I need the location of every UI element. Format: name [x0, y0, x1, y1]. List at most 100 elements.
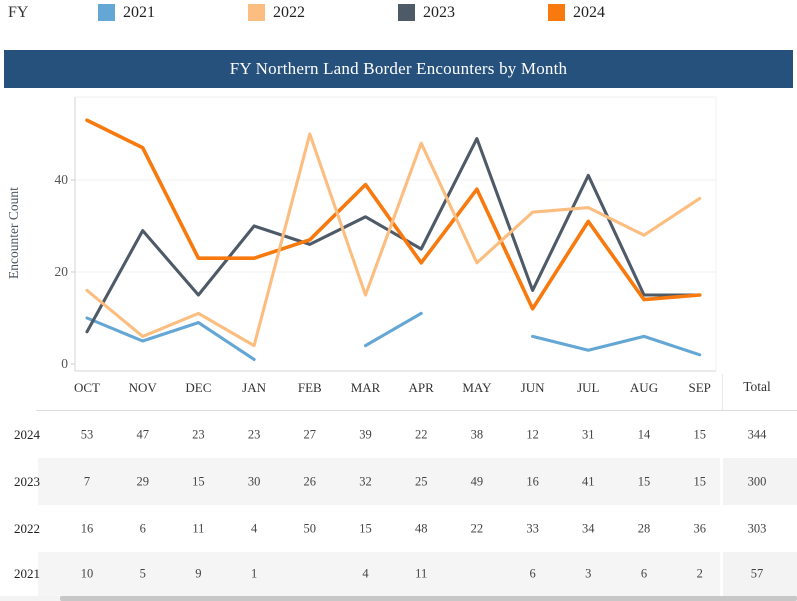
series-line-2022: [85, 132, 702, 348]
table-cell-2022-oct: 16: [80, 521, 94, 535]
table-cell-2022-nov: 6: [139, 521, 146, 535]
series-line-2023: [85, 137, 702, 334]
table-cell-2024-oct: 53: [80, 427, 94, 441]
table-cell-2024-sep: 15: [693, 427, 706, 441]
legend-swatch-icon: [98, 4, 115, 21]
table-cell-2022-jan: 4: [250, 521, 258, 535]
table-cell-2022-dec: 11: [192, 521, 205, 535]
table-cell-2022-may: 22: [470, 521, 484, 535]
table-cell-2023-dec: 15: [192, 474, 205, 488]
row-total-stripe: [723, 552, 797, 596]
legend-swatch-icon: [548, 4, 565, 21]
table-cell-2022-apr: 48: [414, 521, 428, 535]
table-cell-2023-may: 49: [470, 474, 484, 488]
y-tick-label-40: 40: [54, 172, 69, 187]
total-column-separator: [722, 374, 723, 410]
table-cell-2021-jan: 1: [250, 566, 258, 581]
table-cell-2022-total: 303: [747, 521, 767, 535]
table-cell-2024-jun: 12: [526, 427, 539, 441]
table-cell-2024-feb: 27: [303, 427, 317, 441]
series-line-2021: [531, 334, 702, 357]
table-cell-2023-jan: 30: [247, 474, 261, 488]
legend-item-label: 2022: [273, 4, 305, 21]
table-cell-2023-jun: 16: [526, 474, 539, 488]
table-row-2022: 2022 16 6 11 4 50 15 48 22 33 34 28 36 303: [0, 505, 797, 552]
table-cell-2021-total: 57: [750, 566, 764, 581]
x-tick-label-sep: SEP: [688, 380, 711, 395]
x-tick-label-feb: FEB: [297, 380, 322, 395]
legend-item-label: 2024: [573, 4, 605, 21]
row-stripe: [38, 458, 720, 505]
table-cell-2024-dec: 23: [192, 427, 205, 441]
table-cell-2022-jul: 34: [582, 521, 595, 535]
scrollbar-thumb[interactable]: [60, 596, 797, 601]
table-cell-2023-mar: 32: [359, 474, 372, 488]
table-row-2023: 2023 7 29 15 30 26 32 25 49 16 41 15 15 300: [0, 458, 797, 505]
table-cell-2023-total: 300: [747, 474, 767, 488]
legend-swatch-icon: [398, 4, 415, 21]
legend-item-label: 2021: [123, 4, 155, 21]
row-stripe: [38, 552, 720, 596]
table-row-2024: 2024 53 47 23 23 27 39 22 38 12 31 14 15 344: [0, 411, 797, 458]
legend-title: FY: [8, 4, 29, 21]
x-tick-label-mar: MAR: [350, 380, 381, 395]
row-year-label: 2021: [14, 566, 40, 581]
table-cell-2021-jul: 3: [585, 566, 592, 581]
row-year-label: 2023: [14, 473, 40, 489]
chart-title-bar: FY Northern Land Border Encounters by Mo…: [4, 50, 793, 88]
x-tick-label-nov: NOV: [128, 380, 157, 395]
y-axis-title: Encounter Count: [6, 187, 21, 279]
x-tick-label-jan: JAN: [242, 380, 267, 395]
table-cell-2023-feb: 26: [303, 474, 317, 488]
total-column-header: Total: [743, 379, 771, 394]
row-year-label: 2024: [14, 426, 40, 442]
table-cell-2021-sep: 2: [696, 566, 703, 581]
table-cell-2021-aug: 6: [640, 566, 648, 581]
chart-title: FY Northern Land Border Encounters by Mo…: [229, 59, 568, 78]
table-row-2021: 2021 10 5 9 1 4 11 6 3 6 2 57: [0, 552, 797, 596]
table-cell-2024-jan: 23: [247, 427, 261, 441]
series-line-2021: [85, 316, 256, 361]
table-cell-2021-oct: 10: [80, 566, 94, 581]
y-tick-label-0: 0: [61, 356, 68, 371]
x-tick-label-apr: APR: [408, 380, 434, 395]
row-year-label: 2022: [14, 520, 40, 536]
table-cell-2023-jul: 41: [582, 474, 595, 488]
table-cell-2022-sep: 36: [693, 521, 706, 535]
line-chart: Encounter Count 0 20 40 OCT NOV DEC JAN FEB MAR A…: [0, 90, 797, 410]
table-cell-2023-aug: 15: [637, 474, 651, 488]
table-cell-2021-nov: 5: [139, 566, 146, 581]
table-cell-2021-jun: 6: [529, 566, 536, 581]
y-tick-label-20: 20: [54, 264, 69, 279]
legend-item-label: 2023: [423, 4, 455, 21]
data-table: 2024 53 47 23 23 27 39 22 38 12 31 14 15 344 2023 7 29 15…: [0, 410, 797, 596]
table-cell-2024-apr: 22: [414, 427, 428, 441]
table-cell-2024-jul: 31: [582, 427, 595, 441]
series-line-2021: [363, 311, 423, 348]
table-cell-2024-mar: 39: [359, 427, 372, 441]
table-cell-2023-sep: 15: [693, 474, 706, 488]
table-cell-2024-nov: 47: [136, 427, 149, 441]
chart-canvas: [71, 96, 717, 372]
table-cell-2024-total: 344: [747, 427, 767, 441]
series-line-2024: [85, 118, 702, 311]
table-cell-2022-mar: 15: [359, 521, 372, 535]
table-cell-2021-mar: 4: [362, 566, 369, 581]
horizontal-scrollbar[interactable]: [0, 596, 797, 601]
table-top-border: [36, 410, 797, 411]
x-tick-label-oct: OCT: [74, 380, 100, 395]
table-cell-2022-aug: 28: [637, 521, 651, 535]
table-cell-2023-oct: 7: [83, 474, 91, 488]
table-cell-2023-nov: 29: [136, 474, 149, 488]
table-cell-2022-feb: 50: [303, 521, 317, 535]
x-tick-label-jul: JUL: [577, 380, 600, 395]
table-cell-2024-may: 38: [470, 427, 484, 441]
x-tick-label-dec: DEC: [185, 380, 212, 395]
row-total-stripe: [723, 458, 797, 505]
x-tick-label-may: MAY: [462, 380, 492, 395]
table-cell-2022-jun: 33: [526, 521, 539, 535]
table-cell-2024-aug: 14: [637, 427, 651, 441]
legend-swatch-icon: [248, 4, 265, 21]
table-cell-2023-apr: 25: [414, 474, 428, 488]
